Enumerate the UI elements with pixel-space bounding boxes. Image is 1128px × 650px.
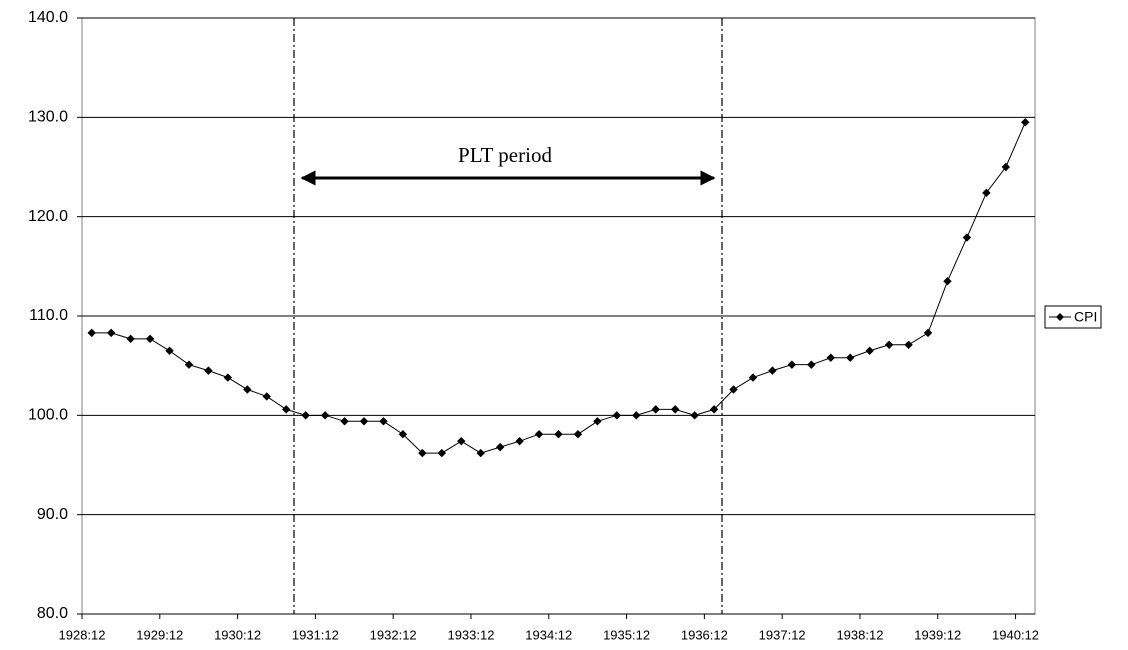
x-tick-label: 1936:12 (681, 627, 728, 642)
x-tick-label: 1930:12 (214, 627, 261, 642)
marker (651, 405, 660, 414)
marker (826, 353, 835, 362)
legend-marker (1056, 313, 1064, 321)
marker (320, 411, 330, 420)
marker (943, 277, 952, 286)
marker (904, 340, 913, 350)
marker (87, 328, 96, 338)
y-tick-label: 110.0 (29, 307, 68, 324)
marker (437, 448, 447, 458)
marker (418, 448, 427, 458)
marker (865, 346, 874, 355)
marker (729, 385, 738, 394)
marker (106, 328, 116, 338)
x-tick-label: 1940:12 (992, 627, 1039, 642)
marker (670, 405, 680, 414)
marker (282, 405, 291, 414)
marker (476, 448, 485, 458)
marker (340, 417, 349, 426)
annotation: PLT period (458, 143, 552, 167)
marker (807, 360, 816, 369)
marker (534, 430, 544, 439)
marker (787, 360, 797, 369)
y-tick-label: 130.0 (28, 109, 68, 126)
marker (573, 430, 583, 439)
legend-label: CPI (1074, 309, 1097, 325)
marker (962, 233, 972, 242)
marker (515, 436, 524, 446)
marker (982, 188, 991, 198)
marker (495, 442, 505, 452)
marker (884, 340, 894, 350)
marker (301, 411, 310, 420)
marker (359, 417, 369, 426)
marker (554, 430, 563, 439)
y-tick-label: 140.0 (28, 9, 68, 26)
marker (846, 353, 855, 362)
marker (709, 405, 719, 414)
y-tick-label: 90.0 (37, 506, 68, 523)
x-tick-label: 1932:12 (370, 627, 417, 642)
marker (204, 366, 213, 375)
x-tick-label: 1931:12 (292, 627, 339, 642)
marker (768, 366, 777, 375)
marker (593, 417, 602, 426)
marker (1001, 162, 1011, 172)
y-tick-label: 80.0 (37, 605, 68, 622)
marker (1021, 118, 1030, 127)
x-tick-label: 1929:12 (136, 627, 183, 642)
y-tick-label: 100.0 (28, 407, 68, 424)
y-tick-label: 120.0 (28, 208, 68, 225)
marker (748, 373, 758, 382)
x-tick-label: 1934:12 (525, 627, 572, 642)
marker (184, 360, 194, 369)
marker (145, 334, 155, 344)
marker (398, 430, 408, 439)
x-tick-label: 1935:12 (603, 627, 650, 642)
marker (923, 328, 933, 338)
marker (165, 346, 174, 355)
marker (262, 392, 271, 401)
x-tick-label: 1938:12 (836, 627, 883, 642)
marker (690, 411, 699, 420)
marker (243, 385, 252, 394)
x-tick-label: 1937:12 (759, 627, 806, 642)
legend-box (1044, 305, 1102, 329)
marker (223, 373, 233, 382)
marker (612, 411, 622, 420)
x-tick-label: 1939:12 (914, 627, 961, 642)
marker (457, 436, 466, 446)
x-tick-label: 1933:12 (447, 627, 494, 642)
marker (632, 411, 641, 420)
x-tick-label: 1928:12 (59, 627, 106, 642)
marker (379, 417, 388, 426)
marker (126, 334, 135, 344)
